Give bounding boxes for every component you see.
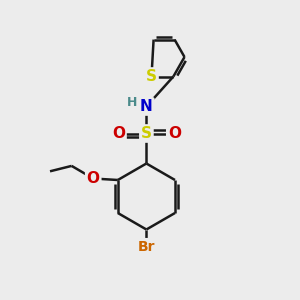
Text: S: S [146,69,157,84]
Text: H: H [127,96,137,110]
Text: O: O [87,171,100,186]
Text: S: S [141,126,152,141]
Text: O: O [112,126,125,141]
Text: Br: Br [138,240,155,254]
Text: N: N [140,99,153,114]
Text: O: O [168,126,181,141]
